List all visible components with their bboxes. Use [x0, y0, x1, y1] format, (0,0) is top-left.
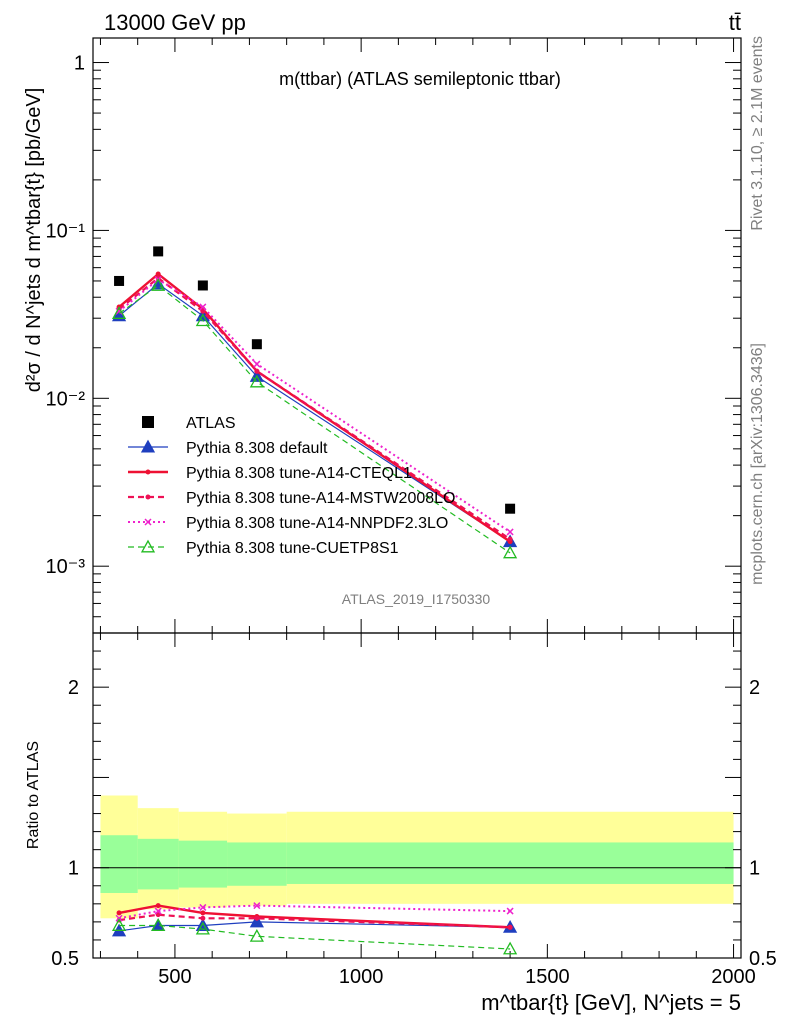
- main-y-tick-label: 10⁻³: [46, 556, 86, 578]
- data-point: [155, 271, 161, 277]
- side-label-top: Rivet 3.1.10, ≥ 2.1M events: [749, 36, 766, 231]
- main-y-tick-label: 10⁻¹: [46, 220, 86, 242]
- data-point: [111, 918, 127, 931]
- ratio-band-inner: [100, 835, 138, 893]
- ratio-y-tick-label: 2: [68, 677, 79, 699]
- main-ylabel: d²σ / d N^jets d m^tbar{t} [pb/GeV]: [23, 88, 45, 393]
- x-tick-label: 500: [158, 966, 191, 988]
- data-point: [249, 928, 264, 942]
- header-left: 13000 GeV pp: [104, 10, 246, 35]
- atlas-data-point: [114, 275, 125, 286]
- ratio-y-tick-label: 1: [68, 858, 79, 880]
- ratio-y-tick-label-right: 1: [749, 858, 760, 880]
- legend-label: Pythia 8.308 tune-A14-NNPDF2.3LO: [186, 515, 448, 532]
- data-point: [199, 903, 207, 911]
- header-right: tt̄: [729, 10, 741, 35]
- main-panel: 10⁻³ 10⁻² 10⁻¹ 1: [46, 37, 742, 634]
- data-point: [195, 921, 210, 935]
- data-point: [253, 902, 261, 910]
- series-line-5: [118, 284, 511, 554]
- ratio-band-inner: [227, 842, 287, 886]
- legend-label: ATLAS: [186, 415, 236, 432]
- data-point: [200, 915, 206, 921]
- ratio-band-inner: [178, 840, 228, 888]
- data-point: [199, 303, 207, 311]
- data-point: [507, 924, 513, 930]
- series-line-0: [119, 921, 511, 932]
- main-y-tick-label: 1: [74, 53, 85, 75]
- data-point: [506, 528, 514, 536]
- data-point: [249, 914, 264, 928]
- data-point: [200, 910, 206, 916]
- atlas-data-point: [505, 503, 516, 514]
- xlabel: m^tbar{t} [GeV], N^jets = 5: [481, 990, 741, 1015]
- data-point: [115, 307, 123, 315]
- main-y-tick-label: 10⁻²: [46, 388, 86, 410]
- ratio-y-tick-label-right: 0.5: [749, 948, 777, 970]
- side-label-bottom: mcplots.cern.ch [arXiv:1306.3436]: [749, 343, 766, 585]
- data-point: [154, 907, 162, 915]
- ratio-y-tick-label-right: 2: [749, 677, 760, 699]
- ratio-ylabel: Ratio to ATLAS: [25, 741, 42, 849]
- data-point: [254, 368, 260, 374]
- data-point: [502, 545, 518, 559]
- data-point: [111, 306, 127, 319]
- data-point: [195, 313, 210, 327]
- legend-label: Pythia 8.308 tune-CUETP8S1: [186, 540, 399, 557]
- atlas-data-point: [197, 280, 208, 291]
- series-line-3: [118, 904, 511, 920]
- legend-marker: [140, 539, 156, 553]
- data-point: [249, 374, 264, 388]
- series-line-4: [119, 924, 511, 950]
- data-point: [506, 907, 514, 915]
- data-point: [155, 903, 161, 909]
- watermark: ATLAS_2019_I1750330: [342, 591, 491, 607]
- data-point: [151, 918, 166, 931]
- legend-marker: [144, 518, 152, 526]
- ratio-band-inner: [286, 842, 734, 884]
- legend-label: Pythia 8.308 tune-A14-MSTW2008LO: [186, 490, 455, 507]
- x-tick-label: 1000: [339, 966, 384, 988]
- atlas-data-point: [251, 339, 262, 350]
- data-point: [200, 308, 206, 314]
- legend-marker: [145, 469, 151, 475]
- data-point: [151, 278, 166, 291]
- data-point: [155, 912, 161, 918]
- main-title: m(ttbar) (ATLAS semileptonic ttbar): [279, 69, 561, 89]
- atlas-data-point: [153, 246, 164, 257]
- legend-swatch: [142, 416, 154, 428]
- legend-label: Pythia 8.308 tune-A14-CTEQL1: [186, 465, 412, 482]
- data-point: [116, 910, 122, 916]
- data-point: [507, 536, 513, 542]
- ratio-y-tick-label: 0.5: [51, 948, 79, 970]
- ratio-band-inner: [137, 838, 179, 890]
- x-tick-label: 2000: [711, 966, 756, 988]
- legend-marker: [145, 494, 151, 500]
- legend-label: Pythia 8.308 default: [186, 440, 328, 457]
- data-point: [253, 360, 261, 368]
- legend: ATLAS Pythia 8.308 default Pythia 8.308 tu…: [128, 415, 455, 557]
- data-point: [254, 915, 260, 921]
- x-tick-label: 1500: [525, 966, 570, 988]
- legend-marker: [140, 439, 156, 453]
- data-point: [502, 941, 518, 955]
- series-line-1: [118, 904, 511, 929]
